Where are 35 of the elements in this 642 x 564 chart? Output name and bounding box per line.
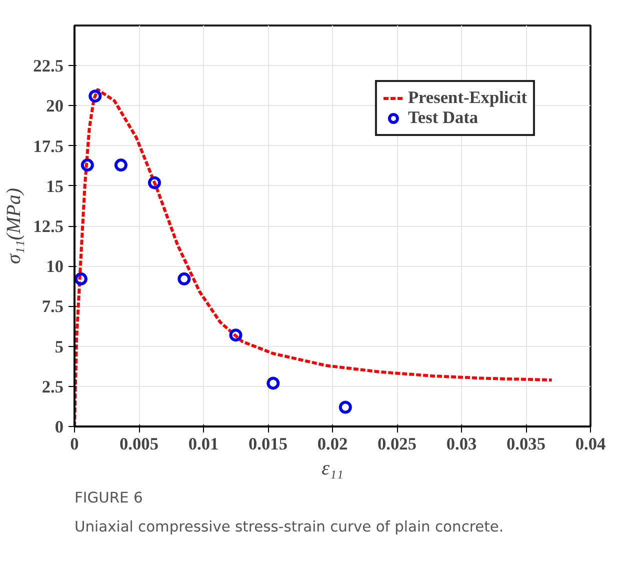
point (338, 400, 352, 414)
x-tick-label: 0.03 (446, 434, 477, 454)
x-tick-label: 0.02 (317, 434, 348, 454)
x-tick-label: 0.015 (248, 434, 288, 454)
y-tick-label: 15 (46, 176, 64, 196)
text: Uniaxial compressive stress-strain curve of plain concrete. (74, 518, 504, 536)
point (114, 158, 128, 172)
y-axis-title: σ₁₁(MPa) (3, 188, 26, 264)
x-tick-label: 0.035 (506, 434, 546, 454)
y-tick-label: 20 (46, 96, 64, 116)
y-tick-label: 7.5 (42, 297, 64, 316)
legend-label: Test Data (408, 108, 478, 128)
y-tick-label: 17.5 (33, 136, 64, 156)
y-tick-label: 22.5 (33, 56, 64, 76)
point (80, 158, 94, 172)
point (266, 376, 280, 390)
point (88, 90, 102, 103)
x-tick-label: 0.025 (378, 434, 417, 454)
y-tick-label: 12.5 (33, 217, 64, 236)
point (229, 328, 242, 342)
x-tick-label: 0.005 (120, 434, 159, 454)
x-tick-label: 0.01 (188, 434, 219, 454)
line-series (74, 88, 554, 426)
point (148, 176, 161, 190)
y-tick-label: 2.5 (42, 377, 64, 396)
y-tick-label: 0 (54, 418, 64, 436)
caption: FIGURE 6 (74, 490, 143, 506)
legend-label: Present-Explicit (408, 88, 527, 108)
x-tick-label: 0.04 (575, 434, 606, 454)
point (178, 272, 191, 286)
y-tick-label: 10 (46, 257, 64, 276)
point (74, 272, 88, 286)
x-tick-label: 0 (70, 434, 79, 454)
y-tick-label: 5 (54, 337, 64, 356)
x-axis-title: ε₁₁ (322, 458, 344, 480)
